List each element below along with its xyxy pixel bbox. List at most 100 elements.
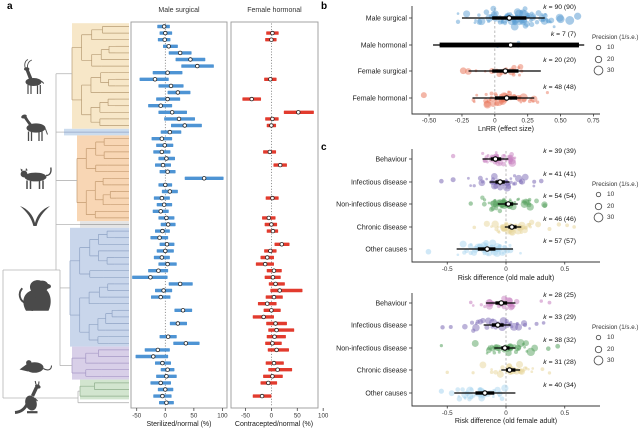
summary-mean-point bbox=[495, 322, 501, 328]
point-estimate-fh bbox=[273, 281, 278, 287]
point-estimate-fh bbox=[271, 268, 277, 273]
legend-size-label: 30 bbox=[607, 67, 615, 75]
point-estimate-fh bbox=[274, 327, 279, 333]
size-circle-small-icon bbox=[595, 335, 602, 341]
x-tick-label: 50 bbox=[294, 413, 301, 420]
category-label: Other causes bbox=[365, 246, 407, 253]
point-estimate-ms bbox=[159, 195, 165, 201]
legend-item: 30 bbox=[592, 355, 638, 367]
category-label: Non-infectious disease bbox=[336, 345, 407, 352]
point-estimate-fh bbox=[279, 242, 284, 247]
k-count-label: k = 20 (20) bbox=[543, 57, 576, 64]
summary-mean-point bbox=[497, 179, 503, 185]
x-axis-title-risk-old-male: Risk difference (old male adult) bbox=[457, 275, 555, 282]
x-axis-title-contracepted: Contracepted/normal (%) bbox=[234, 421, 314, 428]
category-label: Infectious disease bbox=[351, 322, 407, 329]
point-estimate-ms bbox=[180, 308, 186, 313]
x-axis-title-risk-old-female: Risk difference (old female adult) bbox=[454, 418, 558, 425]
x-axis-title-sterilized: Sterilized/normal (%) bbox=[146, 421, 212, 428]
category-label: Behaviour bbox=[375, 300, 407, 307]
axes-frame bbox=[411, 6, 600, 115]
point-estimate-ms bbox=[195, 63, 200, 69]
point-estimate-ms bbox=[164, 242, 170, 247]
point-estimate-fh bbox=[268, 248, 273, 254]
k-count-label: k = 31 (28) bbox=[543, 359, 576, 366]
axes-frame bbox=[411, 293, 600, 407]
size-circle-medium-icon bbox=[594, 202, 603, 210]
point-estimate-ms bbox=[161, 288, 166, 293]
point-estimate-ms bbox=[183, 341, 189, 346]
point-estimate-ms bbox=[158, 103, 163, 108]
size-circle-medium-icon bbox=[594, 55, 603, 63]
point-estimate-ms bbox=[165, 261, 170, 267]
point-estimate-fh bbox=[269, 123, 274, 128]
point-estimate-ms bbox=[160, 360, 165, 366]
point-estimate-ms bbox=[160, 162, 166, 168]
summary-mean-point bbox=[482, 390, 488, 396]
point-estimate-fh bbox=[271, 360, 277, 366]
summary-mean-point bbox=[503, 95, 510, 101]
effect-size-points bbox=[420, 90, 549, 109]
point-estimate-ms bbox=[168, 83, 174, 89]
legend-size-label: 20 bbox=[607, 345, 615, 353]
panel-a-graphics: -50 0 50 100 -50 0 50 100 bbox=[2, 21, 329, 420]
point-estimate-ms bbox=[165, 70, 170, 75]
point-estimate-fh bbox=[270, 374, 275, 379]
point-estimate-ms bbox=[148, 275, 153, 280]
k-count-label: k = 54 (54) bbox=[543, 193, 576, 200]
bat-icon bbox=[20, 206, 50, 226]
point-estimate-ms bbox=[182, 123, 187, 128]
category-label: Chronic disease bbox=[357, 367, 407, 374]
point-estimate-ms bbox=[159, 149, 165, 155]
x-tick-label: -50 bbox=[241, 413, 251, 420]
point-estimate-ms bbox=[167, 129, 173, 135]
point-estimate-ms bbox=[164, 156, 169, 161]
point-estimate-fh bbox=[270, 195, 275, 201]
tree-root bbox=[2, 269, 78, 399]
summary-mean-point bbox=[506, 15, 513, 21]
x-tick-label: 100 bbox=[318, 413, 329, 420]
point-estimate-fh bbox=[267, 149, 273, 155]
summary-mean-point bbox=[509, 224, 515, 230]
point-estimate-ms bbox=[163, 248, 168, 254]
point-estimate-ms bbox=[155, 347, 161, 353]
point-estimate-ms bbox=[175, 321, 181, 326]
category-label: Male surgical bbox=[366, 15, 408, 22]
point-estimate-ms bbox=[188, 57, 193, 62]
size-circle-large-icon bbox=[593, 355, 604, 366]
point-estimate-ms bbox=[165, 367, 170, 372]
size-circle-large-icon bbox=[593, 212, 604, 223]
k-count-label: k = 40 (34) bbox=[543, 382, 576, 389]
summary-mean-point bbox=[502, 345, 508, 351]
point-estimate-ms bbox=[177, 281, 183, 287]
effect-size-points bbox=[450, 151, 517, 167]
category-label: Male hormonal bbox=[361, 42, 408, 49]
kangaroo-icon bbox=[14, 380, 41, 414]
point-estimate-ms bbox=[156, 268, 161, 273]
point-estimate-fh bbox=[269, 308, 274, 313]
k-count-label: k = 38 (32) bbox=[543, 337, 576, 344]
point-estimate-ms bbox=[151, 354, 156, 359]
point-estimate-fh bbox=[275, 367, 280, 372]
size-circle-small-icon bbox=[595, 45, 602, 51]
legend-size-label: 30 bbox=[607, 214, 615, 222]
point-estimate-ms bbox=[201, 176, 207, 181]
k-count-label: k = 28 (25) bbox=[543, 292, 576, 299]
category-label: Other causes bbox=[365, 390, 407, 397]
point-estimate-ms bbox=[159, 136, 165, 141]
legend-size-label: 10 bbox=[607, 44, 615, 52]
legend-item: 10 bbox=[592, 189, 638, 201]
legend-size-label: 20 bbox=[607, 202, 615, 210]
legend-precision-c-top: Precision (1/s.e.) 10 20 30 bbox=[592, 181, 638, 224]
point-estimate-fh bbox=[272, 334, 277, 339]
x-tick-label: 0.50 bbox=[554, 118, 567, 125]
tiger-icon bbox=[20, 167, 52, 189]
point-estimate-ms bbox=[161, 24, 167, 29]
summary-mean-point bbox=[484, 246, 490, 252]
k-count-label: k = 39 (39) bbox=[543, 148, 576, 155]
x-tick-label: 50 bbox=[190, 413, 197, 420]
legend-item: 20 bbox=[592, 344, 638, 356]
point-estimate-ms bbox=[162, 37, 167, 42]
point-estimate-fh bbox=[266, 215, 272, 221]
